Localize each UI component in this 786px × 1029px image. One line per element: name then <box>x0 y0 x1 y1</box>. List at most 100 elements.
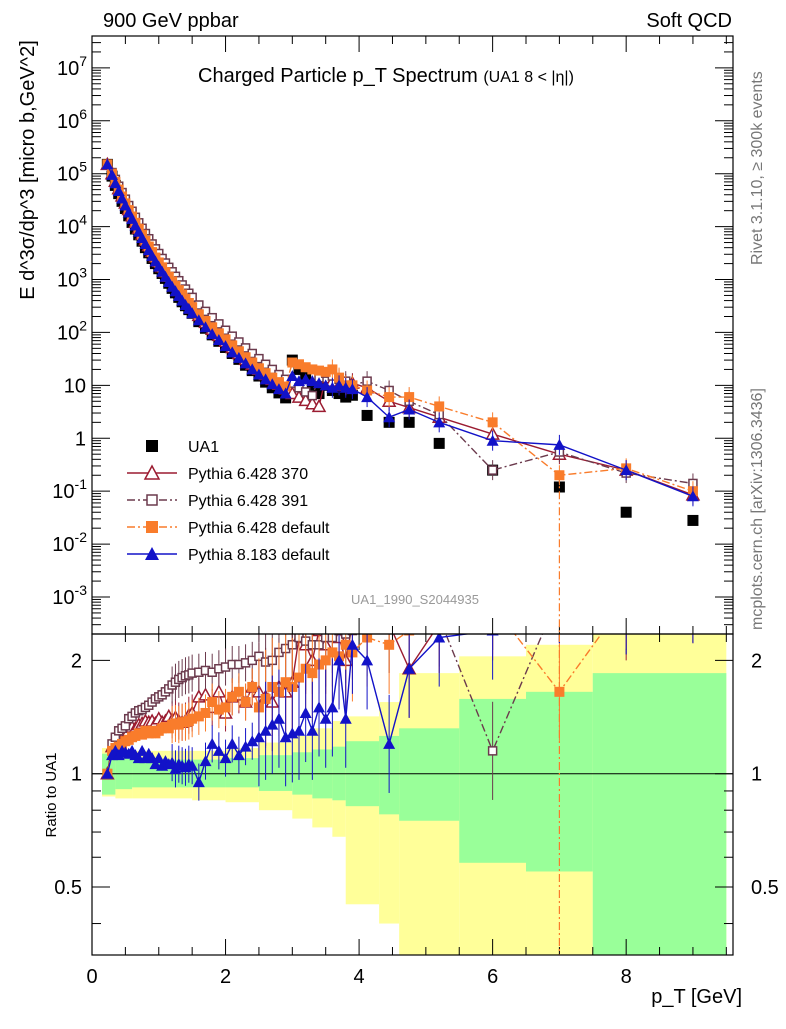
ratio-4-point-53 <box>433 634 446 643</box>
ratio-panel-frame <box>91 633 734 956</box>
legend-label-2: Pythia 6.428 391 <box>188 493 308 510</box>
ratio-3-point-56 <box>621 595 631 605</box>
legend-marker-3 <box>146 521 158 533</box>
series-4-point-32 <box>232 351 245 363</box>
series-4-point-44 <box>313 377 326 389</box>
ratio-3-point-31 <box>227 691 238 702</box>
series-3-point-46 <box>327 364 338 375</box>
series-2-point-54 <box>487 465 498 475</box>
ratio-2-point-49 <box>347 634 358 636</box>
series-3-point-25 <box>187 302 198 313</box>
ratio-4-point-36 <box>259 724 272 736</box>
ratio-3-point-25 <box>187 713 198 724</box>
x-axis-title: p_T [GeV] <box>651 986 742 1008</box>
series-3-point-41 <box>293 359 304 370</box>
frames <box>91 35 734 956</box>
ratio-4-point-0 <box>101 767 114 779</box>
series-3-point-52 <box>404 392 415 403</box>
series-4-point-26 <box>192 314 205 326</box>
ratio-3-point-30 <box>220 702 231 713</box>
series-3-point-31 <box>227 340 238 351</box>
legend-marker-2 <box>146 494 158 506</box>
series-3-point-35 <box>253 363 264 374</box>
band-inner-5 <box>258 755 293 791</box>
ratio-4-point-34 <box>246 735 259 747</box>
ratio-4-point-43 <box>306 724 319 736</box>
series-4-point-56 <box>620 464 633 476</box>
x-tick-label-6: 6 <box>487 966 498 988</box>
ratio-3-point-27 <box>200 707 211 718</box>
ratio-4-point-51 <box>383 737 396 749</box>
chart-title: Charged Particle p_T Spectrum (UA1 8 < |… <box>198 65 574 87</box>
ratio-1-point-57 <box>687 588 699 599</box>
ratio-3-point-39 <box>280 677 291 688</box>
series-3-point-53 <box>434 401 445 412</box>
series-4-point-50 <box>361 391 374 403</box>
ratio-4-point-37 <box>266 718 279 730</box>
series-3-point-36 <box>260 368 271 379</box>
axes: 0 2 4 6 8 10-3 10-2 10-1 1 10 102 103 104 105 106 107 0.… <box>52 35 779 988</box>
ratio-4-point-48 <box>339 712 352 724</box>
y-tick-label: 103 <box>57 265 87 292</box>
series-4-point-28 <box>206 328 219 340</box>
process-label: Soft QCD <box>646 10 732 32</box>
series-4-point-49 <box>346 383 359 395</box>
band-inner-11 <box>399 728 460 821</box>
ratio-tick-label-right-1: 1 <box>751 764 762 786</box>
ratio-3-point-45 <box>320 655 331 666</box>
y-tick-label: 10 <box>64 375 86 397</box>
mcplots-label: mcplots.cern.ch [arXiv:1306.3436] <box>749 388 766 630</box>
ratio-panel-series <box>100 588 699 955</box>
ratio-4-point-45 <box>319 712 332 724</box>
series-1-point-44 <box>311 398 327 413</box>
series-4-point-38 <box>272 383 285 395</box>
series-4-point-57 <box>686 490 699 502</box>
series-3-point-33 <box>240 352 251 363</box>
series-4-point-30 <box>219 340 232 352</box>
ratio-4-point-27 <box>199 755 212 767</box>
ratio-1-point-51 <box>383 618 395 629</box>
y-tick-label: 104 <box>57 212 87 239</box>
ratio-4-point-46 <box>326 701 339 713</box>
legend-label-0: UA1 <box>188 439 219 456</box>
ratio-2-point-51 <box>385 620 393 628</box>
series-3-point-29 <box>213 328 224 339</box>
ratio-4-point-26 <box>192 776 205 788</box>
uncertainty-bands <box>102 634 727 955</box>
ratio-2-point-54 <box>487 746 498 756</box>
x-tick-label-2: 2 <box>220 966 231 988</box>
series-3-point-45 <box>320 366 331 377</box>
series-3-point-39 <box>280 381 291 392</box>
ratio-3-point-32 <box>233 686 244 697</box>
ratio-2-point-50 <box>363 623 371 631</box>
ratio-1-point-50 <box>361 611 373 622</box>
ratio-2-point-47 <box>334 634 344 636</box>
ratio-4-point-42 <box>299 706 312 718</box>
series-4-point-43 <box>306 375 319 387</box>
series-4-point-47 <box>333 379 346 391</box>
series-3-point-37 <box>267 372 278 383</box>
ratio-4-point-25 <box>186 759 199 771</box>
ratio-1-point-49 <box>346 618 358 629</box>
legend-label-3: Pythia 6.428 default <box>188 520 330 537</box>
legend: UA1 Pythia 6.428 370 Pythia 6.428 391 Pythi… <box>127 439 330 564</box>
ratio-4-point-14 <box>149 758 162 770</box>
series-4-point-51 <box>383 411 396 423</box>
series-4-point-42 <box>299 373 312 385</box>
series-4-point-35 <box>252 368 265 380</box>
series-4-point-55 <box>553 438 566 450</box>
series-0-point-50 <box>361 409 373 421</box>
y-axis-title: E d^3σ/dp^3 [micro b,GeV^2] <box>17 40 39 300</box>
ratio-4-point-31 <box>226 737 239 749</box>
ratio-3-point-48 <box>340 639 351 650</box>
main-panel-series <box>100 156 701 634</box>
series-2-point-43 <box>307 390 318 401</box>
ratio-3-point-41 <box>293 672 304 683</box>
ratio-tick-label-1: 1 <box>71 764 82 786</box>
rivet-label: Rivet 3.1.10, ≥ 300k events <box>749 71 766 265</box>
ratio-tick-label-0: 0.5 <box>54 877 82 899</box>
series-3-point-51 <box>384 392 395 403</box>
series-0-point-56 <box>620 506 632 518</box>
series-3-point-42 <box>300 362 311 373</box>
x-tick-label-0: 0 <box>86 966 97 988</box>
